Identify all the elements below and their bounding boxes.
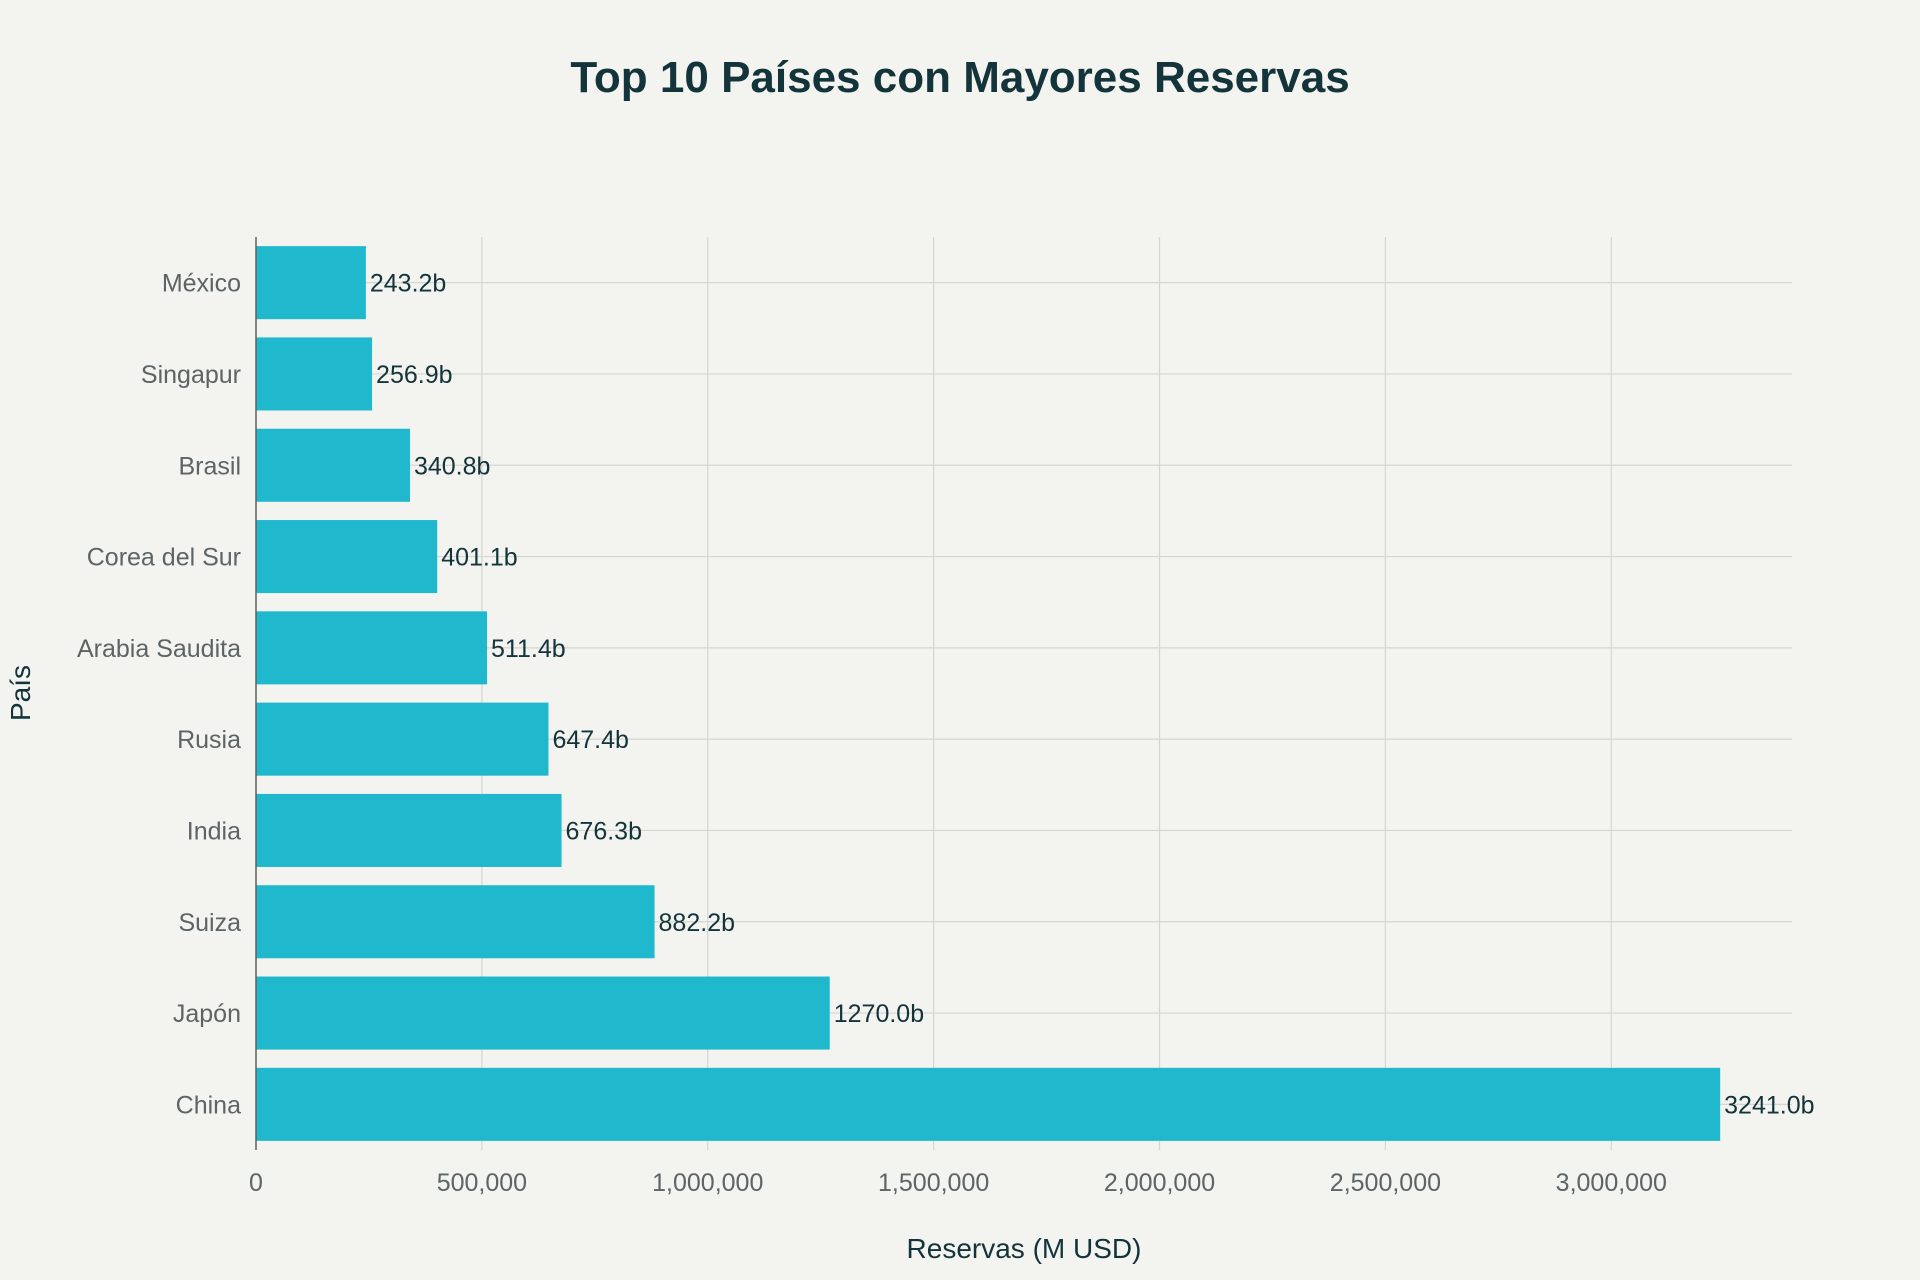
y-tick-label: Suiza	[178, 909, 241, 937]
y-tick-label: Japón	[173, 1000, 241, 1028]
bar-5	[256, 702, 549, 776]
bar-9	[256, 1067, 1721, 1141]
bar-0	[256, 246, 366, 320]
y-tick-labels: México Singapur Brasil Corea del Sur Arabia …	[77, 270, 241, 1120]
bar-6	[256, 793, 562, 867]
y-tick-label: Corea del Sur	[87, 544, 241, 572]
y-tick-label: Rusia	[177, 726, 241, 754]
bar-8	[256, 976, 830, 1050]
bar-2	[256, 428, 410, 502]
bars	[256, 246, 1721, 1141]
bar-1	[256, 337, 373, 411]
x-tick-label: 1,000,000	[652, 1169, 763, 1197]
x-tick-label: 1,500,000	[878, 1169, 989, 1197]
data-label: 340.8b	[414, 452, 490, 480]
chart-title: Top 10 Países con Mayores Reservas	[570, 53, 1349, 102]
x-tick-labels: 0 500,000 1,000,000 1,500,000 2,000,000 2,500…	[249, 1169, 1667, 1197]
data-label: 1270.0b	[834, 1000, 924, 1028]
data-label: 401.1b	[441, 544, 517, 572]
data-label: 256.9b	[376, 361, 452, 389]
y-tick-label: Brasil	[178, 452, 241, 480]
y-axis-title: País	[5, 665, 36, 721]
x-tick-label: 2,000,000	[1104, 1169, 1215, 1197]
x-tick-label: 3,000,000	[1556, 1169, 1667, 1197]
y-tick-label: China	[176, 1091, 241, 1119]
x-axis-title: Reservas (M USD)	[907, 1233, 1142, 1264]
data-labels: 243.2b 256.9b 340.8b 401.1b 511.4b 647.4b 676.…	[370, 270, 1815, 1120]
data-label: 3241.0b	[1724, 1091, 1814, 1119]
y-tick-label: Singapur	[141, 361, 241, 389]
y-tick-label: India	[187, 817, 241, 845]
y-tick-label: Arabia Saudita	[77, 635, 241, 663]
data-label: 882.2b	[659, 909, 735, 937]
data-label: 243.2b	[370, 270, 446, 298]
x-tick-label: 2,500,000	[1330, 1169, 1441, 1197]
bar-7	[256, 885, 655, 959]
x-tick-label: 0	[249, 1169, 263, 1197]
grid-lines	[256, 237, 1792, 1150]
bar-3	[256, 520, 438, 594]
data-label: 647.4b	[552, 726, 628, 754]
x-tick-label: 500,000	[437, 1169, 527, 1197]
data-label: 676.3b	[566, 817, 642, 845]
data-label: 511.4b	[491, 635, 566, 663]
y-tick-label: México	[162, 270, 241, 298]
bar-4	[256, 611, 488, 685]
